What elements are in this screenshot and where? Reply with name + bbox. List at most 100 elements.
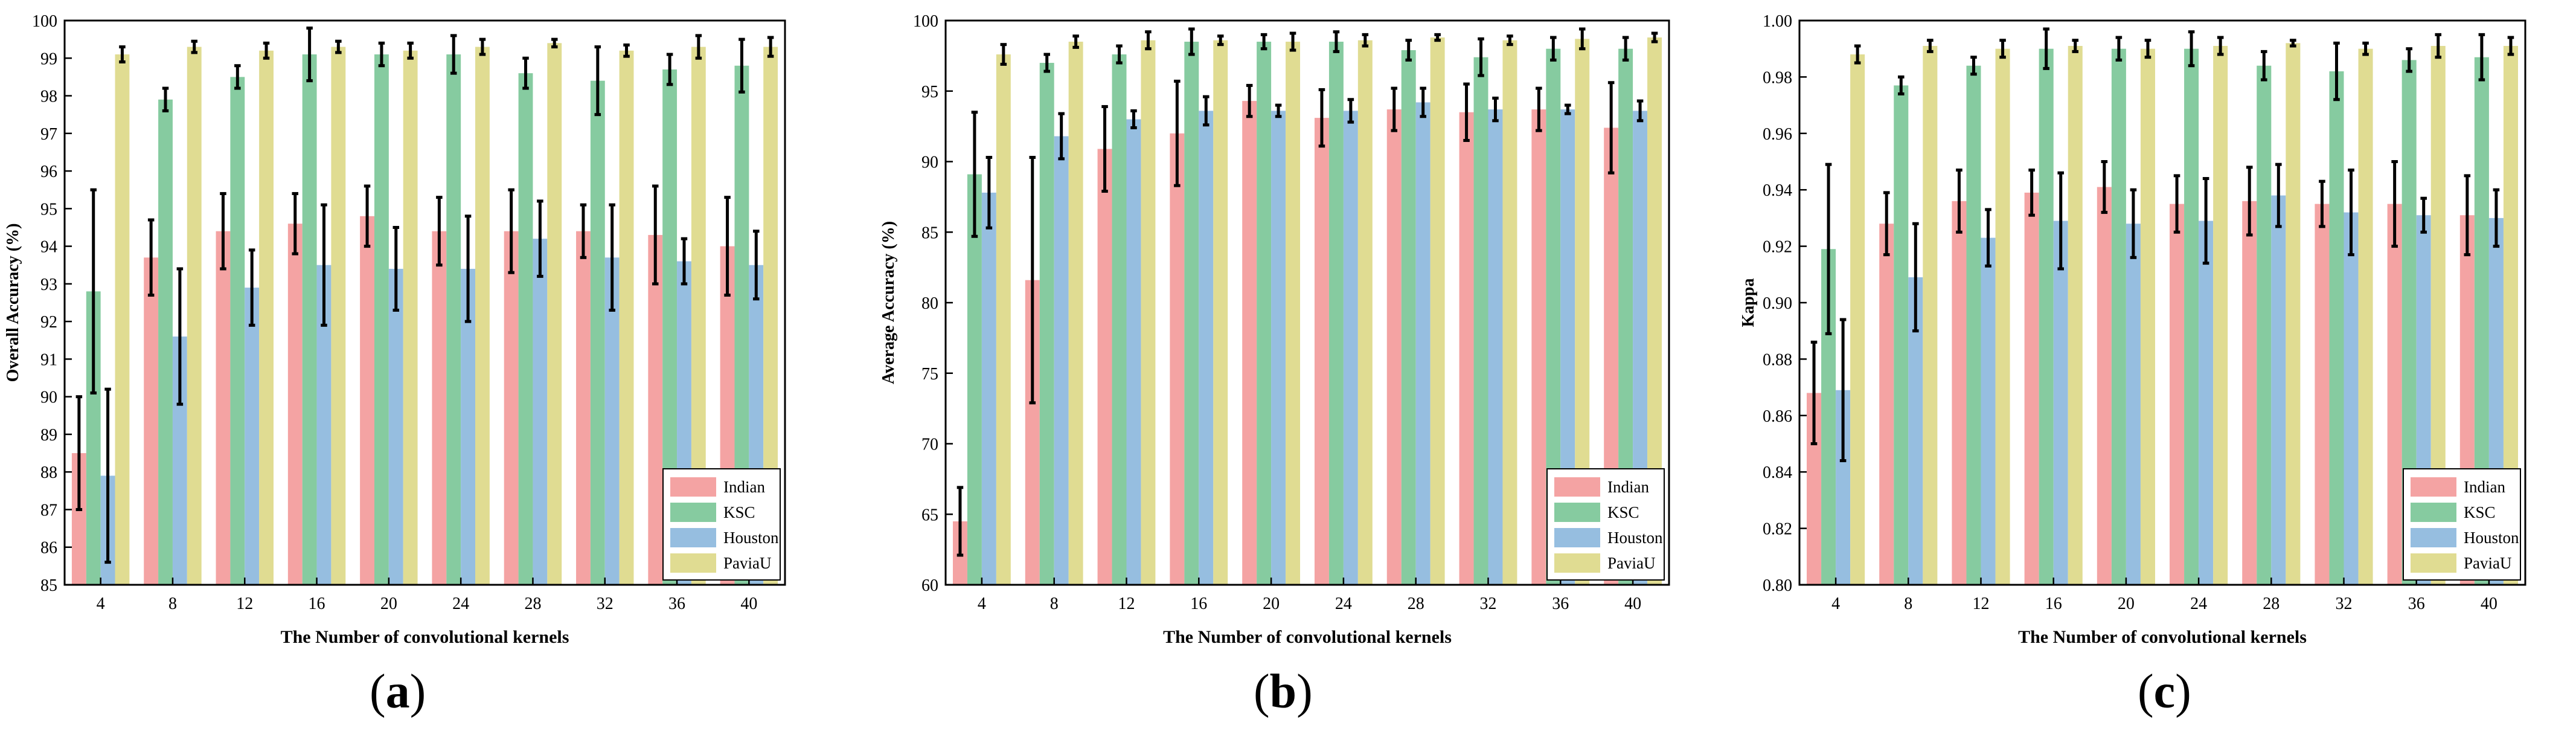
- y-tick-label-b-3: 75: [921, 365, 938, 384]
- x-tick-label-b-4: 4: [978, 594, 986, 613]
- bar-c-houston-16: [2053, 221, 2068, 585]
- legend-swatch-c-houston: [2411, 528, 2456, 547]
- x-tick-label-b-24: 24: [1335, 594, 1352, 613]
- bar-b-indian-24: [1314, 118, 1329, 585]
- legend-swatch-c-indian: [2411, 477, 2456, 497]
- bar-c-indian-20: [2097, 187, 2112, 585]
- bar-b-ksc-8: [1039, 63, 1054, 585]
- panel-label-c-close: ): [2175, 665, 2191, 718]
- x-tick-label-c-4: 4: [1831, 594, 1840, 613]
- x-tick-label-c-20: 20: [2118, 594, 2135, 613]
- x-tick-label-b-12: 12: [1118, 594, 1135, 613]
- chart-c: 0.80 0.82 0.84 0.86 0.88 0.90 0.92 0.94 0.96 0.98…: [1739, 12, 2526, 647]
- bar-b-indian-36: [1531, 109, 1546, 585]
- bar-b-houston-32: [1488, 109, 1503, 585]
- legend-label-b-houston: Houston: [1607, 529, 1663, 547]
- x-tick-label-c-12: 12: [1973, 594, 1990, 613]
- legend-label-b-paviau: PaviaU: [1607, 554, 1655, 572]
- y-tick-label-a-8: 93: [40, 275, 57, 294]
- bar-c-paviau-28: [2286, 43, 2301, 585]
- bar-a-paviau-32: [619, 50, 634, 585]
- bar-a-indian-28: [504, 231, 519, 585]
- bar-a-indian-16: [287, 224, 303, 585]
- legend-swatch-b-ksc: [1554, 503, 1600, 522]
- bar-a-ksc-4: [86, 291, 101, 585]
- bar-a-houston-32: [604, 257, 620, 585]
- y-tick-label-a-5: 90: [40, 388, 57, 407]
- bar-a-indian-32: [576, 231, 591, 585]
- bar-a-ksc-36: [662, 69, 678, 585]
- bar-c-indian-24: [2170, 204, 2185, 585]
- y-tick-label-b-4: 80: [921, 294, 938, 313]
- panel-label-a-letter: a: [385, 665, 410, 718]
- bar-c-houston-24: [2199, 221, 2214, 585]
- series-ksc-c: [1821, 27, 2489, 585]
- bar-b-indian-32: [1459, 112, 1474, 585]
- x-tick-label-a-16: 16: [309, 594, 325, 613]
- x-tick-label-b-20: 20: [1263, 594, 1280, 613]
- bar-b-paviau-36: [1575, 39, 1590, 585]
- y-tick-label-b-8: 100: [913, 12, 938, 31]
- bar-a-houston-16: [316, 265, 332, 585]
- legend-label-c-houston: Houston: [2464, 529, 2519, 547]
- bar-a-paviau-28: [547, 43, 562, 585]
- bar-b-houston-12: [1126, 119, 1141, 585]
- bar-b-ksc-24: [1328, 42, 1344, 585]
- series-indian-b: [952, 79, 1619, 585]
- x-tick-label-a-12: 12: [236, 594, 253, 613]
- plot-frame-a: [63, 19, 786, 586]
- bar-c-houston-20: [2126, 224, 2141, 585]
- x-axis-label-a: The Number of convolutional kernels: [281, 627, 569, 647]
- bar-a-paviau-12: [259, 50, 274, 585]
- bar-b-ksc-32: [1473, 57, 1488, 585]
- series-houston-b: [981, 86, 1648, 585]
- y-axis-label-b: Average Accuracy (%): [879, 221, 898, 384]
- bar-b-paviau-24: [1357, 40, 1373, 585]
- bar-a-paviau-8: [187, 47, 202, 585]
- y-tick-label-b-1: 65: [921, 506, 938, 524]
- bar-b-paviau-32: [1502, 40, 1517, 585]
- x-tick-label-c-28: 28: [2263, 594, 2280, 613]
- legend-swatch-a-houston: [670, 528, 716, 547]
- x-tick-label-a-32: 32: [597, 594, 614, 613]
- bar-b-indian-20: [1242, 101, 1257, 585]
- legend-label-c-paviau: PaviaU: [2464, 554, 2511, 572]
- bar-c-ksc-24: [2184, 48, 2199, 585]
- bar-b-ksc-20: [1257, 42, 1272, 585]
- y-tick-label-c-7: 0.94: [1763, 181, 1792, 200]
- bar-b-indian-12: [1097, 149, 1112, 585]
- bar-b-paviau-16: [1213, 40, 1228, 585]
- y-tick-label-a-7: 92: [40, 313, 57, 332]
- y-tick-label-b-2: 70: [921, 436, 938, 454]
- bar-b-houston-16: [1199, 111, 1214, 585]
- y-tick-label-a-1: 86: [40, 539, 57, 558]
- legend-label-a-indian: Indian: [723, 478, 765, 496]
- legend-swatch-c-paviau: [2411, 553, 2456, 573]
- bar-a-houston-28: [533, 239, 548, 585]
- bar-a-houston-12: [245, 288, 260, 585]
- x-tick-label-a-4: 4: [97, 594, 105, 613]
- y-tick-label-a-12: 97: [40, 125, 57, 144]
- bar-c-ksc-8: [1894, 85, 1909, 585]
- legend-label-a-houston: Houston: [723, 529, 779, 547]
- y-axis-label-c: Kappa: [1739, 279, 1758, 327]
- y-tick-label-a-9: 94: [40, 238, 57, 257]
- bar-b-paviau-20: [1286, 42, 1301, 585]
- bar-b-houston-40: [1633, 111, 1648, 585]
- legend-swatch-b-houston: [1554, 528, 1600, 547]
- legend-c: Indian KSC Houston PaviaU: [2403, 468, 2521, 581]
- x-tick-label-b-40: 40: [1624, 594, 1641, 613]
- bar-c-houston-12: [1981, 237, 1996, 585]
- bar-b-houston-28: [1415, 102, 1431, 585]
- bar-a-indian-8: [144, 257, 159, 585]
- bar-a-indian-36: [648, 234, 663, 585]
- bar-b-ksc-12: [1112, 54, 1127, 585]
- legend-label-b-ksc: KSC: [1607, 503, 1639, 521]
- y-tick-label-c-4: 0.88: [1763, 350, 1792, 369]
- y-tick-label-a-0: 85: [40, 576, 57, 595]
- bar-a-paviau-16: [331, 47, 346, 585]
- bar-b-indian-28: [1386, 109, 1402, 585]
- y-tick-label-c-2: 0.84: [1763, 463, 1792, 482]
- series-paviau-a: [115, 34, 778, 585]
- bar-b-houston-24: [1343, 111, 1358, 585]
